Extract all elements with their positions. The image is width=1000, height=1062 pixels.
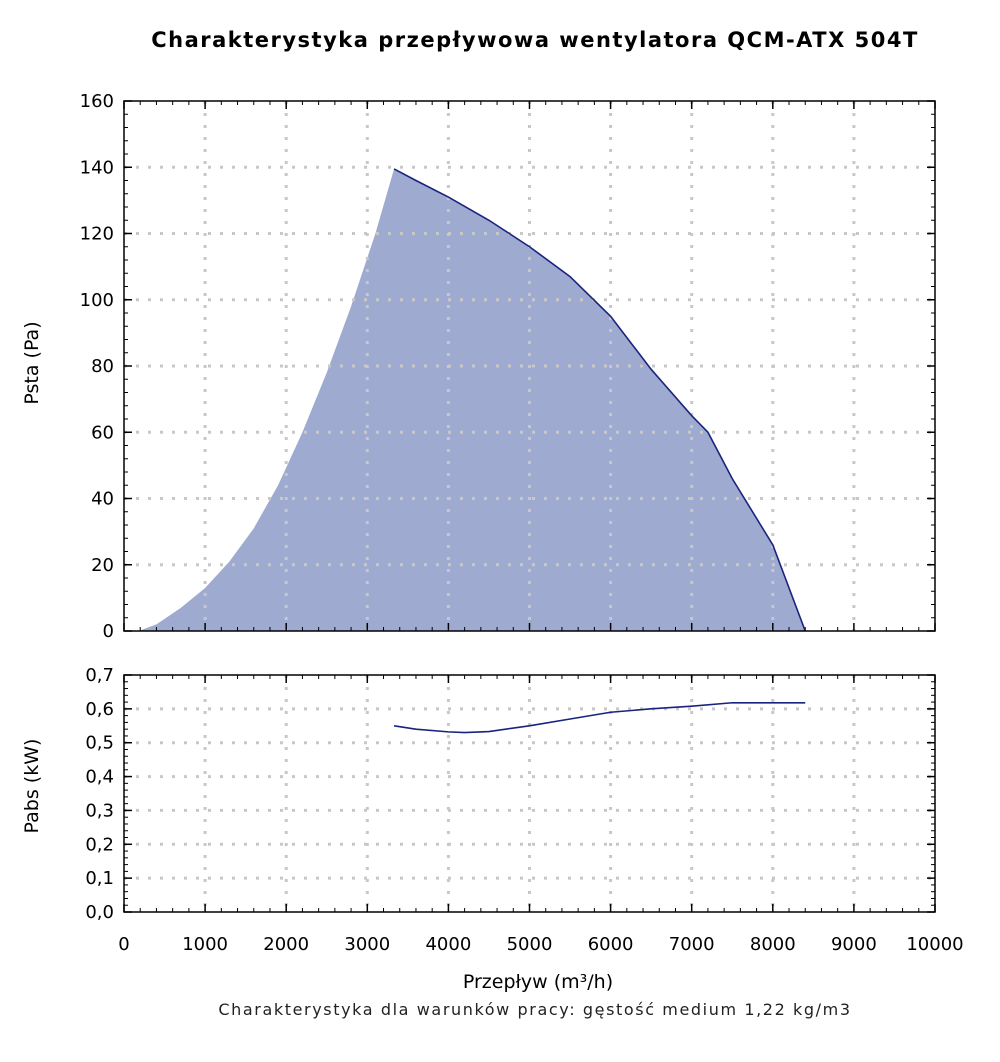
chart-title: Charakterystyka przepływowa wentylatora …	[151, 28, 919, 52]
y-tick-label: 40	[91, 489, 114, 510]
chart-footnote: Charakterystyka dla warunków pracy: gęst…	[218, 1000, 852, 1019]
y-tick-label: 60	[91, 422, 114, 443]
x-tick-label: 6000	[588, 934, 634, 955]
y-tick-label: 0,1	[85, 868, 114, 889]
plot-frame	[123, 674, 936, 913]
x-tick-label: 8000	[750, 934, 796, 955]
y-tick-label: 120	[80, 224, 114, 245]
y-tick-label: 160	[80, 91, 114, 112]
y-tick-label: 100	[80, 290, 114, 311]
y-tick-label: 80	[91, 356, 114, 377]
x-tick-label: 0	[118, 934, 129, 955]
pressure-panel: 0 20 40 60 80 100 120 140 160	[80, 91, 936, 642]
power-curve	[393, 701, 806, 734]
pressure-axis-label: Psta (Pa)	[21, 321, 43, 404]
y-tick-label: 0,7	[85, 665, 114, 686]
y-tick-label: 0	[103, 621, 114, 642]
power-panel: 0,0 0,1 0,2 0,3 0,4 0,5 0,6 0,7 0 1000 2000 3000 400…	[85, 665, 963, 955]
y-tick-label: 0,2	[85, 834, 114, 855]
y-tick-label: 20	[91, 555, 114, 576]
x-tick-label: 4000	[425, 934, 471, 955]
flow-axis-label: Przepływ (m³/h)	[463, 971, 613, 993]
operating-area	[138, 168, 806, 631]
y-tick-label: 0,3	[85, 800, 114, 821]
x-tick-label: 2000	[263, 934, 309, 955]
pressure-curve	[393, 168, 806, 632]
y-tick-label: 0,5	[85, 733, 114, 754]
x-tick-label: 1000	[182, 934, 228, 955]
power-axis-label: Pabs (kW)	[21, 739, 43, 834]
x-tick-label: 5000	[507, 934, 553, 955]
x-tick-label: 9000	[831, 934, 877, 955]
y-tick-label: 0,0	[85, 902, 114, 923]
x-tick-label: 7000	[669, 934, 715, 955]
y-tick-label: 140	[80, 157, 114, 178]
x-tick-label: 10000	[906, 934, 963, 955]
y-tick-label: 0,4	[85, 767, 114, 788]
y-tick-label: 0,6	[85, 699, 114, 720]
x-tick-label: 3000	[344, 934, 390, 955]
